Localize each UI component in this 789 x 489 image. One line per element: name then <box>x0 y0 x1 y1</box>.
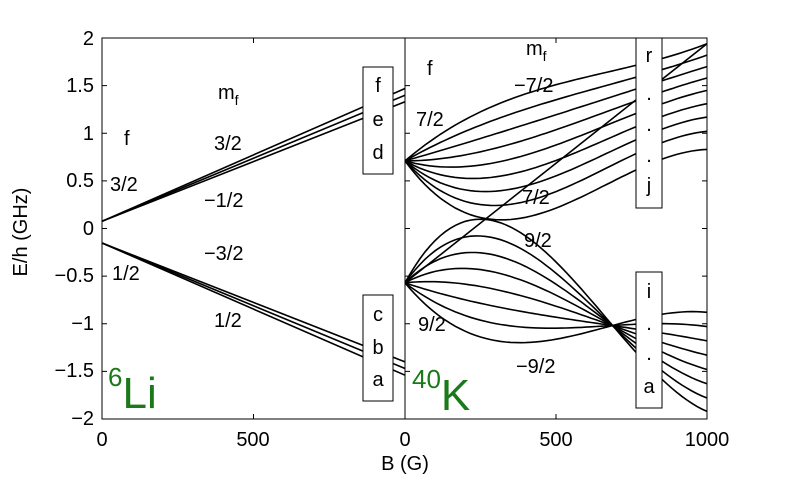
y-tick-label: −2 <box>71 408 94 430</box>
k-upper-box-letter: . <box>646 114 652 136</box>
y-tick-label: 1 <box>83 123 94 145</box>
li-lower-box-letter: a <box>372 369 384 391</box>
k-mf-9-2: 9/2 <box>524 230 552 252</box>
li-f-label: f <box>124 128 130 150</box>
y-tick-label: 1.5 <box>66 75 94 97</box>
y-tick-labels: 2 1.5 1 0.5 0 −0.5 −1 −1.5 −2 <box>55 28 94 430</box>
y-tick-label: −1 <box>71 313 94 335</box>
x-tick-label-k: 500 <box>539 429 572 451</box>
k-element-symbol: K <box>441 371 470 420</box>
k-mf-minus-7-2: −7/2 <box>514 75 553 97</box>
li-level-b <box>101 242 406 370</box>
k-lower-box-letter: a <box>643 376 655 398</box>
li-mf-minus-1-2: −1/2 <box>204 190 243 212</box>
k-upper-box-letter: j <box>646 175 651 197</box>
y-tick-label: −1.5 <box>55 360 94 382</box>
k-upper-label-box <box>635 37 663 209</box>
li-level-d <box>101 101 406 223</box>
axis-ticks <box>101 37 708 420</box>
li-upper-box-letter: d <box>372 142 383 164</box>
k-isotope-label: 40K <box>412 364 470 420</box>
y-tick-label: −0.5 <box>55 265 94 287</box>
li-upper-label-box <box>362 66 394 175</box>
li-mf-label: mf <box>218 82 239 108</box>
k-mf-label: mf <box>526 38 547 64</box>
li-mf-1-2: 1/2 <box>214 310 242 332</box>
y-axis-title: E/h (GHz) <box>10 188 32 277</box>
k-lower-box-letter: . <box>646 313 652 335</box>
li-level-f <box>101 87 406 223</box>
x-tick-label-li: 500 <box>236 429 269 451</box>
k-f-label: f <box>427 58 433 80</box>
li-mf-3-2: 3/2 <box>214 133 242 155</box>
li-upper-f-value: 3/2 <box>110 174 138 196</box>
k-lower-box-letter: . <box>646 343 652 365</box>
li-lower-box-letter: c <box>373 304 383 326</box>
li-upper-box-letter: e <box>372 109 383 131</box>
y-tick-label: 0.5 <box>66 170 94 192</box>
li-energy-levels <box>101 87 406 376</box>
li-lower-box-letter: b <box>372 337 383 359</box>
y-tick-label: 0 <box>83 218 94 240</box>
k-lower-label-box <box>635 271 663 409</box>
li-mf-minus-3-2: −3/2 <box>204 243 243 265</box>
li-upper-box-letter: f <box>375 75 381 97</box>
k-upper-box-letter: . <box>646 83 652 105</box>
k-upper-box-letter: r <box>646 45 653 67</box>
li-element-symbol: Li <box>122 369 156 418</box>
k-upper-f-value: 7/2 <box>416 109 444 131</box>
k-annotations: f mf −7/2 7/2 7/2 9/2 9/2 −9/2 r . . . j… <box>412 37 663 420</box>
k-mf-7-2: 7/2 <box>522 187 550 209</box>
k-lower-box-letter: i <box>647 281 651 303</box>
li-level-a <box>101 242 406 376</box>
li-annotations: mf f 3/2 1/2 3/2 −1/2 −3/2 1/2 f e d c b… <box>108 66 394 418</box>
li-level-c <box>101 242 406 363</box>
k-lower-f-value: 9/2 <box>418 314 446 336</box>
li-lower-f-value: 1/2 <box>112 263 140 285</box>
li-level-e <box>101 94 406 223</box>
k-mf-minus-9-2: −9/2 <box>516 356 555 378</box>
x-tick-label-k: 0 <box>399 429 410 451</box>
x-axis-title: B (G) <box>381 453 429 475</box>
li-mass-number: 6 <box>108 362 122 392</box>
li-panel-frame <box>101 37 406 420</box>
li-isotope-label: 6Li <box>108 362 157 418</box>
li-lower-label-box <box>362 294 394 402</box>
y-tick-label: 2 <box>83 28 94 50</box>
x-tick-label-li: 0 <box>96 429 107 451</box>
k-upper-box-letter: . <box>646 145 652 167</box>
x-tick-label-k: 1000 <box>685 429 730 451</box>
k-mass-number: 40 <box>412 364 441 394</box>
